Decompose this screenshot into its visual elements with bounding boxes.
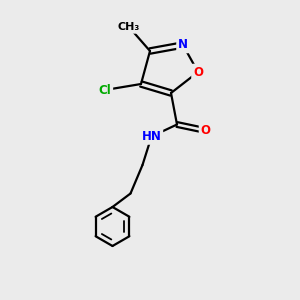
Text: HN: HN xyxy=(142,130,161,143)
Text: N: N xyxy=(178,38,188,52)
Text: CH₃: CH₃ xyxy=(118,22,140,32)
Text: O: O xyxy=(200,124,211,137)
Text: O: O xyxy=(193,65,203,79)
Text: Cl: Cl xyxy=(99,83,111,97)
